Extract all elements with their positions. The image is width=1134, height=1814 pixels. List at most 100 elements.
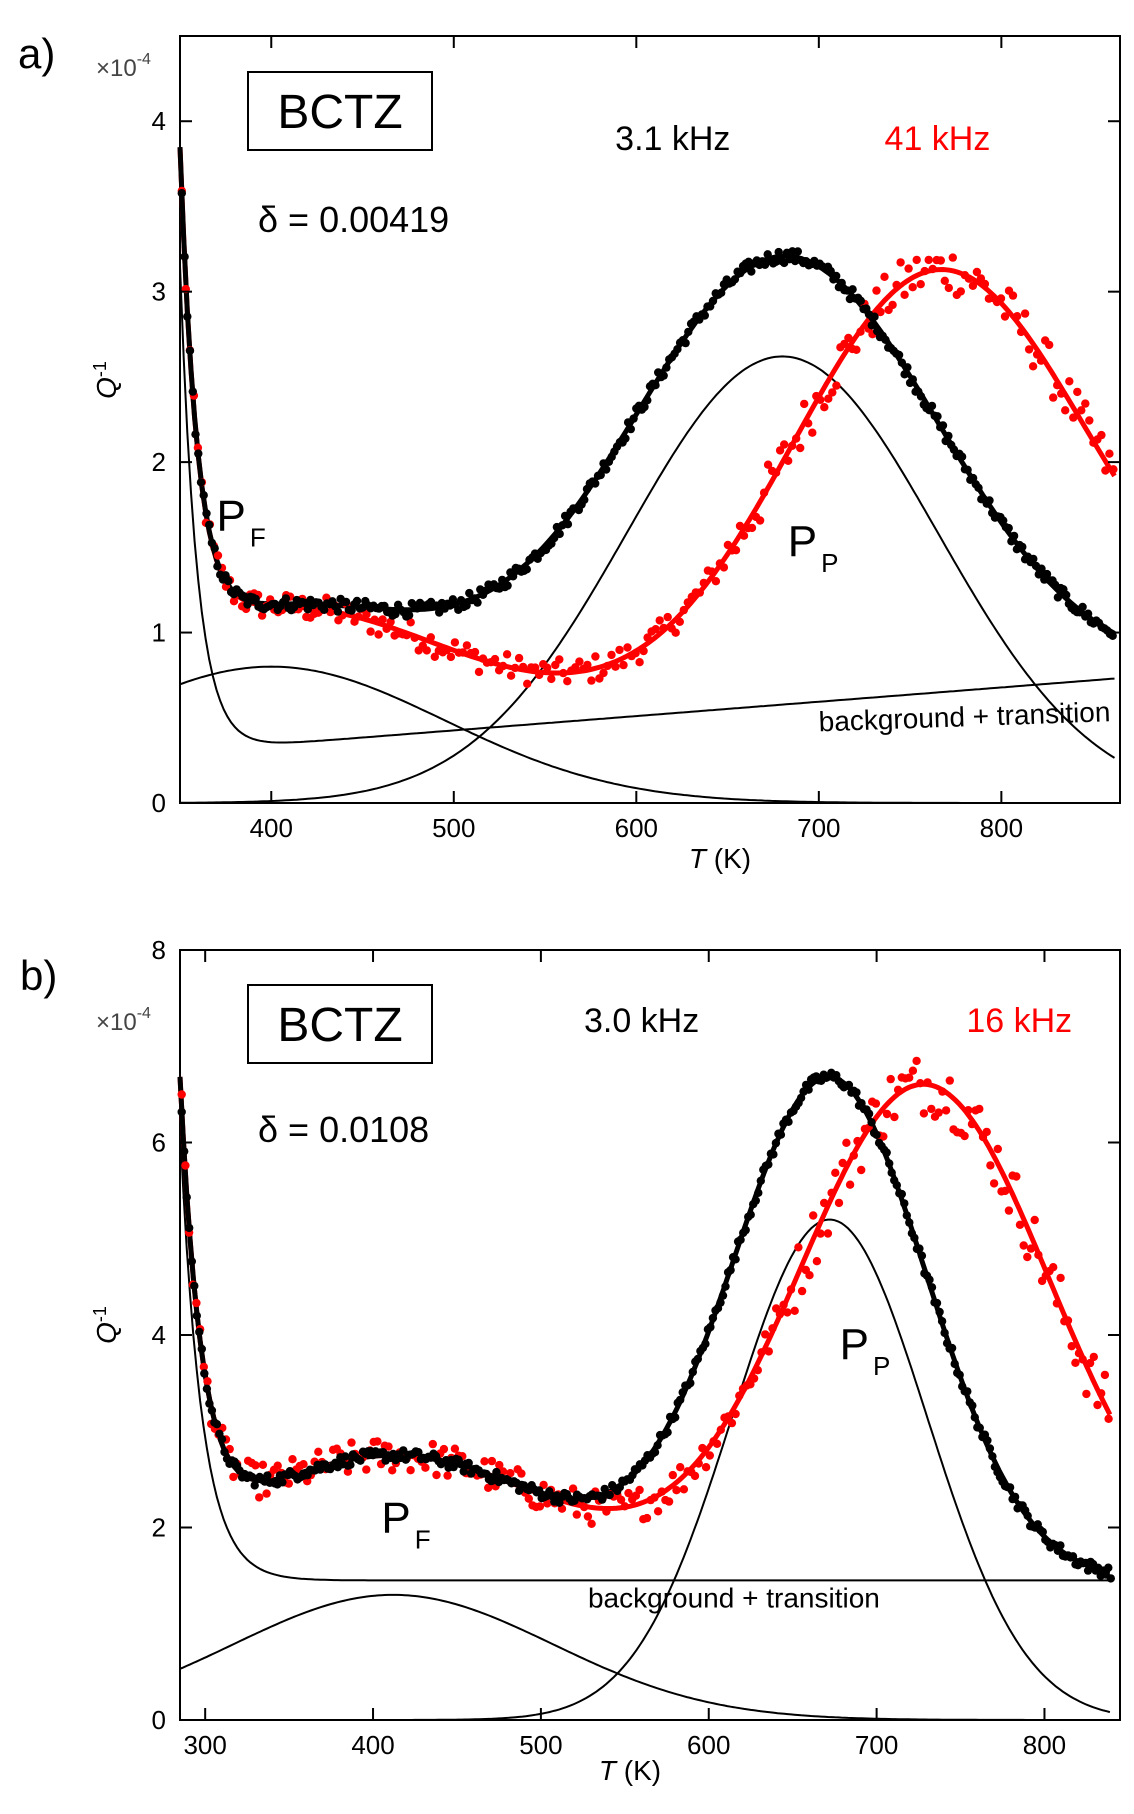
data-point-red (823, 1229, 833, 1238)
data-point-black (200, 1369, 209, 1378)
data-point-red (1049, 393, 1058, 402)
data-point-red (1052, 1299, 1062, 1308)
y-tick-label: 8 (152, 935, 166, 965)
data-point-red (694, 1459, 703, 1468)
data-point-black (701, 1339, 710, 1349)
data-point-black (414, 1448, 423, 1457)
data-point-black (908, 375, 917, 384)
data-point-red (800, 399, 809, 409)
data-point-black (751, 1196, 760, 1205)
data-point-black (508, 572, 518, 581)
data-point-black (535, 1486, 544, 1495)
multiplier-base-b: ×10 (96, 1009, 137, 1036)
data-point-black (741, 1225, 750, 1235)
data-point-black (717, 288, 726, 297)
data-point-red (443, 1471, 452, 1480)
data-point-red (824, 394, 833, 403)
data-point-red (1073, 387, 1082, 397)
data-point-black (1037, 564, 1046, 573)
data-point-black (897, 1189, 906, 1199)
data-point-black (580, 495, 589, 504)
x-tick-label: 500 (432, 813, 475, 843)
y-axis-label-sup-a: -1 (90, 361, 110, 377)
data-point-black (341, 597, 351, 607)
data-point-red (428, 1439, 437, 1449)
data-point-black (1053, 593, 1063, 602)
data-point-black (771, 1138, 781, 1148)
pf-component-curve (179, 665, 1115, 804)
data-point-black (177, 189, 186, 198)
data-point-red (749, 1374, 759, 1383)
data-point-red (362, 1465, 371, 1474)
data-point-red (786, 1285, 796, 1294)
data-point-black (263, 1471, 272, 1480)
data-point-red (699, 578, 708, 588)
peak-label-main: P (381, 1493, 410, 1542)
background-transition-label: background + transition (588, 1582, 880, 1613)
background-transition-label: background + transition (818, 696, 1111, 737)
data-point-red (771, 468, 781, 477)
data-point-red (916, 1079, 925, 1088)
y-tick-label: 0 (152, 1705, 166, 1735)
data-point-red (587, 1519, 596, 1529)
data-point-black (180, 252, 189, 261)
data-point-red (780, 440, 789, 449)
data-point-black (185, 1223, 194, 1233)
data-point-black (927, 1283, 937, 1292)
data-point-red (386, 617, 395, 627)
data-point-red (764, 1347, 773, 1356)
data-point-red (1065, 377, 1074, 386)
data-point-red (1104, 1414, 1113, 1424)
sample-box-a (247, 71, 433, 151)
data-point-black (916, 392, 926, 401)
x-tick-label: 600 (687, 1730, 730, 1760)
data-point-red (809, 1211, 818, 1220)
data-point-black (944, 431, 953, 441)
data-point-red (1105, 449, 1114, 458)
data-point-black (716, 1298, 725, 1307)
data-point-black (591, 479, 600, 488)
data-point-black (182, 1193, 191, 1202)
data-point-black (975, 1423, 984, 1433)
data-point-red (872, 286, 881, 295)
data-point-black (826, 266, 835, 276)
data-point-red (410, 633, 419, 642)
data-point-red (805, 1271, 814, 1280)
data-point-black (955, 1370, 964, 1380)
data-point-red (796, 443, 805, 453)
background-transition-curve (179, 266, 1115, 744)
data-point-red (982, 1127, 991, 1137)
data-point-red (1082, 1389, 1091, 1399)
data-point-red (671, 628, 680, 637)
data-point-black (963, 1387, 972, 1396)
data-point-red (668, 1470, 677, 1480)
data-point-red (650, 1493, 659, 1502)
data-point-black (1083, 609, 1093, 618)
multiplier-exp-b: -4 (137, 1005, 151, 1022)
x-tick-label: 700 (797, 813, 840, 843)
x-tick-label: 300 (183, 1730, 226, 1760)
data-point-red (498, 1467, 508, 1476)
data-point-black (185, 346, 195, 355)
data-point-red (941, 1106, 951, 1115)
data-point-red (1000, 312, 1010, 321)
data-point-red (258, 1460, 268, 1470)
data-point-red (370, 615, 379, 624)
delta-label-a: δ = 0.00419 (258, 199, 449, 240)
data-point-red (1008, 291, 1018, 300)
y-axis-label-main-b: Q (91, 1322, 122, 1344)
data-point-black (935, 1307, 944, 1317)
data-point-red (620, 1502, 629, 1511)
data-point-red (876, 307, 885, 317)
data-point-black (662, 363, 671, 372)
panel-label-a: a) (18, 30, 55, 77)
y-axis-label-sup-b: -1 (90, 1306, 110, 1322)
x-tick-label: 700 (855, 1730, 898, 1760)
data-point-red (616, 1495, 626, 1505)
data-point-red (615, 645, 624, 655)
data-point-black (503, 581, 512, 590)
data-point-red (980, 279, 990, 289)
data-point-black (983, 1436, 992, 1445)
data-point-red (213, 551, 223, 560)
